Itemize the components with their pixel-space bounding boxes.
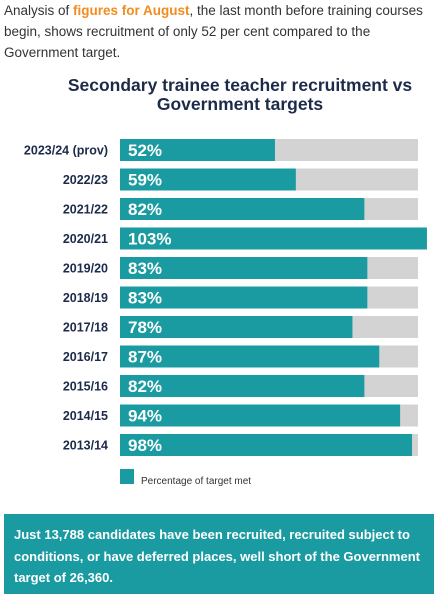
bar [120, 345, 380, 368]
chart-title: Secondary trainee teacher recruitment vs… [67, 76, 413, 114]
bar [120, 139, 275, 161]
category-label: 2018/19 [63, 291, 108, 305]
bar [120, 198, 365, 220]
bar [120, 227, 427, 250]
title-box: Secondary trainee teacher recruitment vs… [67, 76, 413, 114]
bar [120, 375, 365, 397]
value-label: 82% [128, 377, 162, 396]
category-label: 2014/15 [63, 409, 108, 423]
category-label: 2021/22 [63, 203, 108, 217]
bar [120, 316, 353, 338]
intro-part: , the last month before training courses… [4, 3, 423, 60]
value-label: 103% [128, 230, 171, 249]
value-label: 83% [128, 259, 162, 278]
category-label: 2019/20 [63, 262, 108, 276]
bar [120, 257, 368, 279]
category-label: 2023/24 (prov) [24, 144, 108, 158]
value-label: 82% [128, 200, 162, 219]
bar [120, 434, 413, 456]
bar [120, 404, 401, 427]
value-label: 83% [128, 289, 162, 308]
category-label: 2017/18 [63, 321, 108, 335]
value-label: 87% [128, 348, 162, 367]
value-label: 59% [128, 171, 162, 190]
note-box: Just 13,788 candidates have been recruit… [4, 514, 434, 594]
category-label: 2015/16 [63, 380, 108, 394]
value-label: 52% [128, 141, 162, 160]
value-label: 94% [128, 407, 162, 426]
intro-text: Analysis of figures for August, the last… [4, 0, 432, 63]
bar [120, 168, 296, 191]
value-label: 98% [128, 436, 162, 455]
intro-link[interactable]: figures for August [73, 3, 190, 18]
category-label: 2013/14 [63, 439, 108, 453]
bar [120, 286, 368, 309]
legend-swatch [120, 469, 134, 484]
chart: Secondary trainee teacher recruitment vs… [24, 76, 427, 487]
category-label: 2016/17 [63, 350, 108, 364]
legend-label: Percentage of target met [141, 476, 251, 487]
intro-part: Analysis of [4, 3, 74, 18]
category-label: 2022/23 [63, 173, 108, 187]
category-label: 2020/21 [63, 232, 108, 246]
value-label: 78% [128, 318, 162, 337]
